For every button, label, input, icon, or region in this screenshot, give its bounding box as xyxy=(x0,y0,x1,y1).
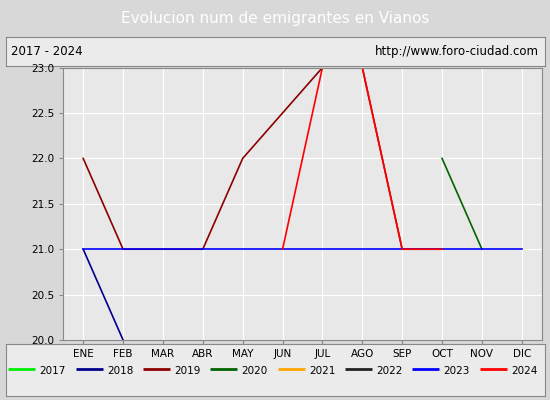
Text: Evolucion num de emigrantes en Vianos: Evolucion num de emigrantes en Vianos xyxy=(121,11,429,26)
Text: http://www.foro-ciudad.com: http://www.foro-ciudad.com xyxy=(375,45,539,58)
Text: 2020: 2020 xyxy=(241,366,268,376)
Text: 2017: 2017 xyxy=(40,366,66,376)
Text: 2018: 2018 xyxy=(107,366,133,376)
Text: 2024: 2024 xyxy=(511,366,537,376)
Text: 2022: 2022 xyxy=(376,366,403,376)
Text: 2019: 2019 xyxy=(174,366,201,376)
Text: 2017 - 2024: 2017 - 2024 xyxy=(11,45,82,58)
Text: 2021: 2021 xyxy=(309,366,336,376)
Text: 2023: 2023 xyxy=(444,366,470,376)
